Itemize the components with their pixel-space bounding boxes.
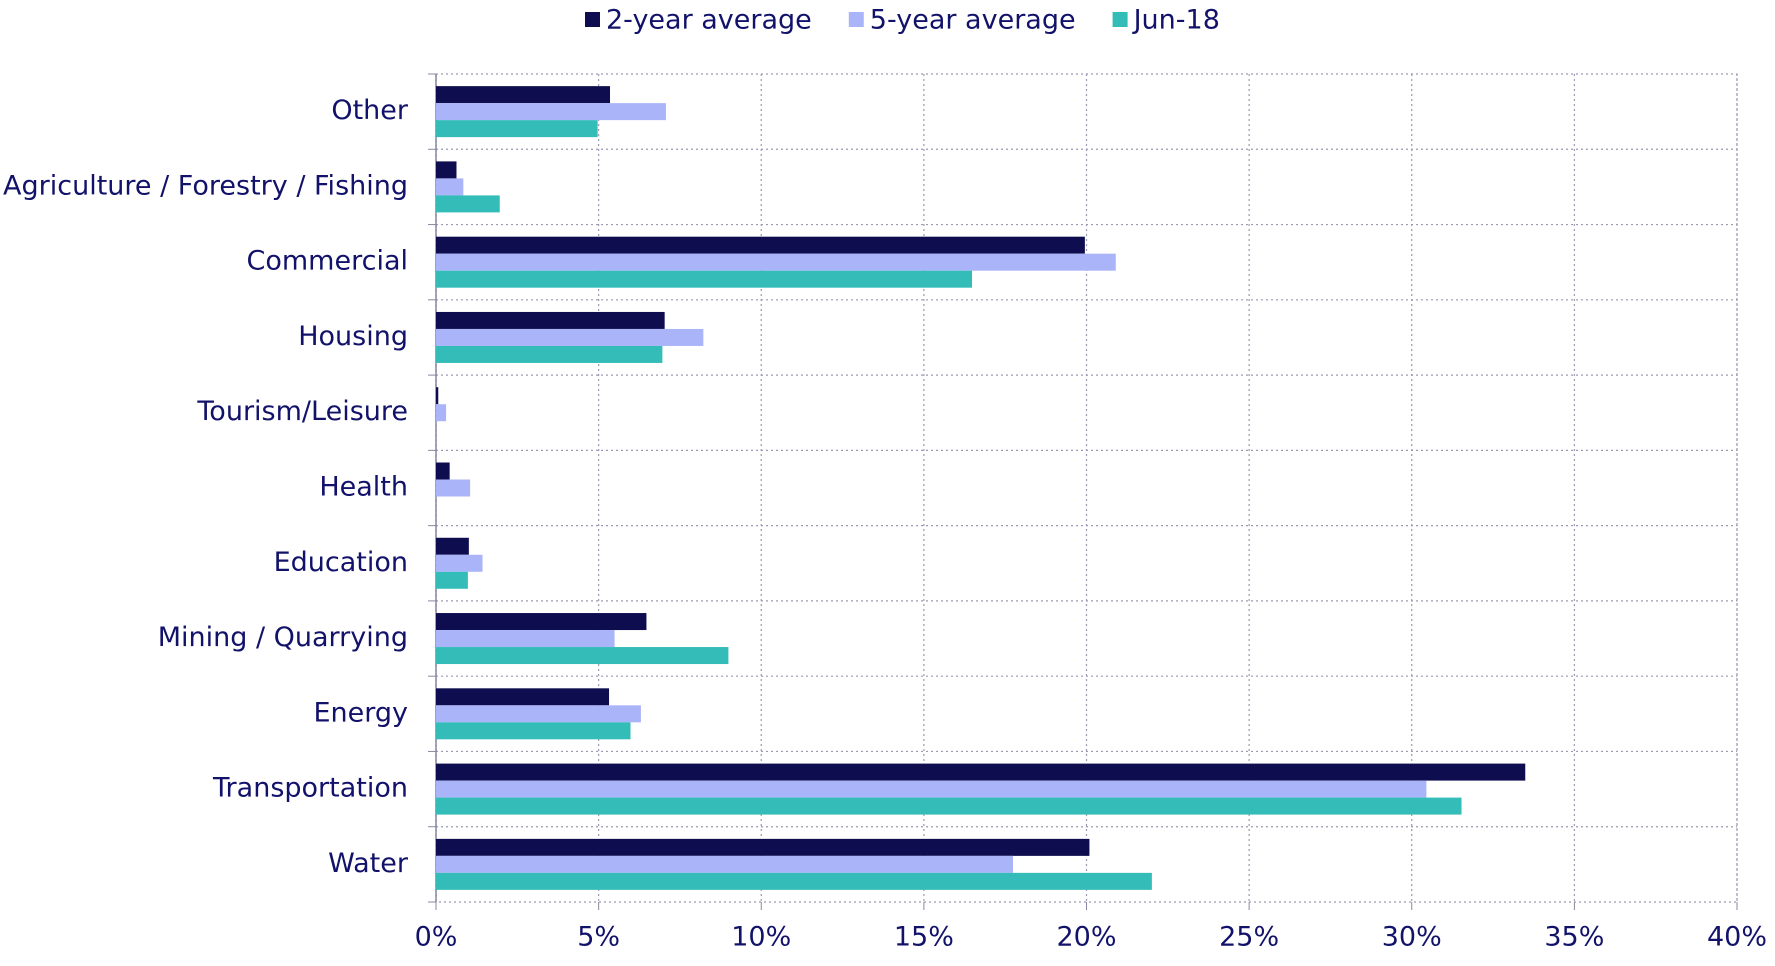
bar [436, 479, 471, 497]
bar [436, 797, 1462, 815]
bar [436, 253, 1116, 271]
bar [436, 345, 663, 363]
y-tick-label: Mining / Quarrying [158, 622, 408, 653]
bar [436, 311, 665, 329]
y-tick-label: Commercial [247, 246, 409, 277]
legend-label: Jun-18 [1132, 5, 1220, 36]
bar [436, 387, 439, 405]
bar [436, 404, 447, 422]
bar [436, 780, 1427, 798]
bar [436, 722, 631, 740]
y-tick-label: Agriculture / Forestry / Fishing [3, 170, 408, 201]
bar [436, 537, 469, 555]
y-tick-label: Transportation [212, 773, 408, 804]
bar [436, 120, 598, 138]
legend-swatch [1112, 12, 1128, 27]
bar [436, 705, 641, 723]
x-tick-label: 30% [1382, 922, 1442, 953]
legend-swatch [848, 12, 864, 27]
bar [436, 86, 611, 104]
bar [436, 195, 500, 213]
x-tick-label: 20% [1056, 922, 1116, 953]
bar [436, 647, 729, 665]
bar [436, 838, 1090, 856]
bar [436, 855, 1013, 873]
y-tick-label: Health [319, 472, 408, 503]
legend-label: 5-year average [870, 5, 1076, 36]
y-tick-label: Water [328, 848, 409, 879]
bar [436, 571, 468, 589]
bar [436, 613, 647, 631]
bar [436, 763, 1526, 781]
bar [436, 236, 1085, 254]
bar [436, 270, 973, 288]
y-tick-label: Energy [313, 697, 408, 728]
y-tick-label: Housing [298, 321, 408, 352]
x-tick-label: 15% [894, 922, 954, 953]
bar [436, 103, 666, 121]
legend-swatch [585, 12, 600, 27]
y-tick-label: Education [274, 547, 408, 578]
x-tick-label: 0% [415, 922, 458, 953]
bar [436, 688, 610, 706]
y-tick-label: Tourism/Leisure [196, 396, 408, 427]
y-tick-label: Other [331, 95, 409, 126]
bar [436, 161, 457, 179]
bar [436, 872, 1152, 890]
x-tick-label: 35% [1544, 922, 1604, 953]
bar [436, 630, 615, 648]
x-tick-label: 25% [1219, 922, 1279, 953]
x-tick-label: 5% [577, 922, 620, 953]
bar [436, 462, 450, 480]
legend-label: 2-year average [606, 5, 812, 36]
bar [436, 178, 464, 196]
x-tick-label: 10% [731, 922, 791, 953]
x-tick-label: 40% [1707, 922, 1767, 953]
bar [436, 554, 483, 572]
bar [436, 328, 704, 346]
